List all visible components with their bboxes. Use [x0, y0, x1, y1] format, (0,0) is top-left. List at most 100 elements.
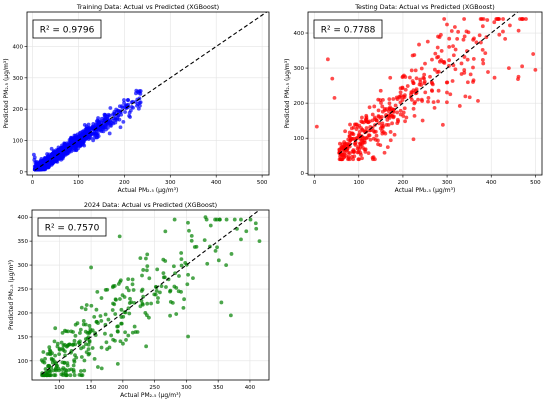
data-point	[372, 115, 377, 120]
x-tick-label: 100	[73, 180, 84, 186]
data-point	[360, 127, 365, 132]
reference-line	[338, 11, 519, 155]
data-point	[395, 110, 400, 115]
data-point	[360, 156, 364, 161]
data-point	[127, 311, 132, 316]
data-point	[239, 237, 243, 242]
data-point	[172, 217, 177, 222]
data-point	[42, 360, 47, 365]
data-point	[481, 17, 486, 21]
data-point	[50, 152, 55, 157]
data-point	[390, 121, 394, 126]
data-point	[428, 74, 432, 79]
x-tick-label: 350	[213, 385, 224, 391]
data-point	[449, 29, 454, 33]
data-point	[145, 252, 150, 257]
data-point	[436, 34, 440, 39]
data-point	[494, 17, 499, 21]
data-point	[346, 154, 351, 159]
data-point	[422, 72, 427, 77]
data-point	[45, 165, 50, 170]
data-point	[47, 345, 52, 350]
data-point	[113, 338, 117, 343]
data-point	[378, 98, 383, 103]
data-point	[102, 112, 107, 117]
data-point	[95, 135, 100, 140]
data-point	[413, 100, 417, 104]
data-point	[111, 301, 115, 306]
data-point	[73, 333, 78, 338]
data-point	[425, 39, 430, 44]
data-point	[138, 304, 143, 309]
data-point	[131, 288, 136, 292]
data-point	[476, 99, 480, 103]
data-point	[123, 110, 127, 114]
data-point	[185, 282, 190, 287]
data-point	[254, 226, 259, 231]
y-tick-label: 200	[294, 101, 305, 107]
data-point	[187, 228, 191, 233]
data-point	[122, 98, 126, 102]
data-point	[366, 133, 371, 138]
data-point	[106, 120, 111, 125]
data-point	[432, 67, 437, 72]
data-point	[98, 128, 103, 132]
data-point	[103, 312, 108, 317]
data-point	[64, 368, 69, 373]
data-point	[104, 340, 109, 345]
data-point	[516, 28, 521, 33]
data-point	[89, 265, 93, 270]
data-point	[440, 122, 445, 127]
data-point	[145, 301, 150, 306]
data-point	[391, 115, 396, 120]
data-point	[86, 347, 91, 352]
data-point	[53, 367, 58, 372]
data-point	[76, 340, 81, 345]
data-point	[163, 229, 168, 234]
data-point	[130, 277, 135, 282]
data-point	[436, 88, 441, 93]
data-point	[388, 130, 393, 134]
data-point	[168, 288, 173, 293]
data-point	[350, 131, 354, 136]
data-point	[356, 145, 361, 149]
plot-frame	[31, 209, 270, 381]
data-point	[95, 319, 99, 324]
data-point	[137, 90, 141, 95]
data-point	[465, 80, 470, 85]
data-point	[401, 114, 406, 118]
data-point	[172, 284, 177, 289]
data-point	[413, 68, 418, 73]
data-point	[113, 120, 118, 125]
data-point	[115, 362, 120, 366]
data-point	[478, 17, 483, 21]
data-point	[60, 346, 65, 351]
data-point	[119, 112, 124, 117]
data-point	[73, 135, 78, 140]
r2-annotation: R² = 0.9796	[40, 26, 95, 36]
x-tick-label: 150	[86, 385, 97, 391]
data-point	[435, 55, 439, 60]
data-point	[90, 328, 95, 333]
data-point	[430, 57, 434, 62]
data-point	[398, 90, 403, 95]
data-point	[53, 326, 58, 331]
data-point	[216, 258, 221, 263]
x-tick-label: 300	[181, 385, 192, 391]
x-tick-label: 200	[398, 180, 409, 186]
data-point	[346, 137, 351, 142]
data-point	[155, 300, 160, 304]
data-point	[412, 113, 417, 118]
data-point	[83, 322, 88, 327]
data-point	[341, 155, 346, 160]
data-point	[186, 220, 190, 225]
data-point	[367, 128, 372, 133]
data-point	[420, 118, 425, 123]
data-point	[239, 217, 243, 222]
data-point	[99, 366, 104, 371]
data-point	[70, 139, 75, 144]
data-point	[343, 142, 348, 147]
data-point	[158, 290, 162, 295]
data-point	[340, 142, 345, 147]
y-tick-label: 400	[18, 215, 29, 221]
